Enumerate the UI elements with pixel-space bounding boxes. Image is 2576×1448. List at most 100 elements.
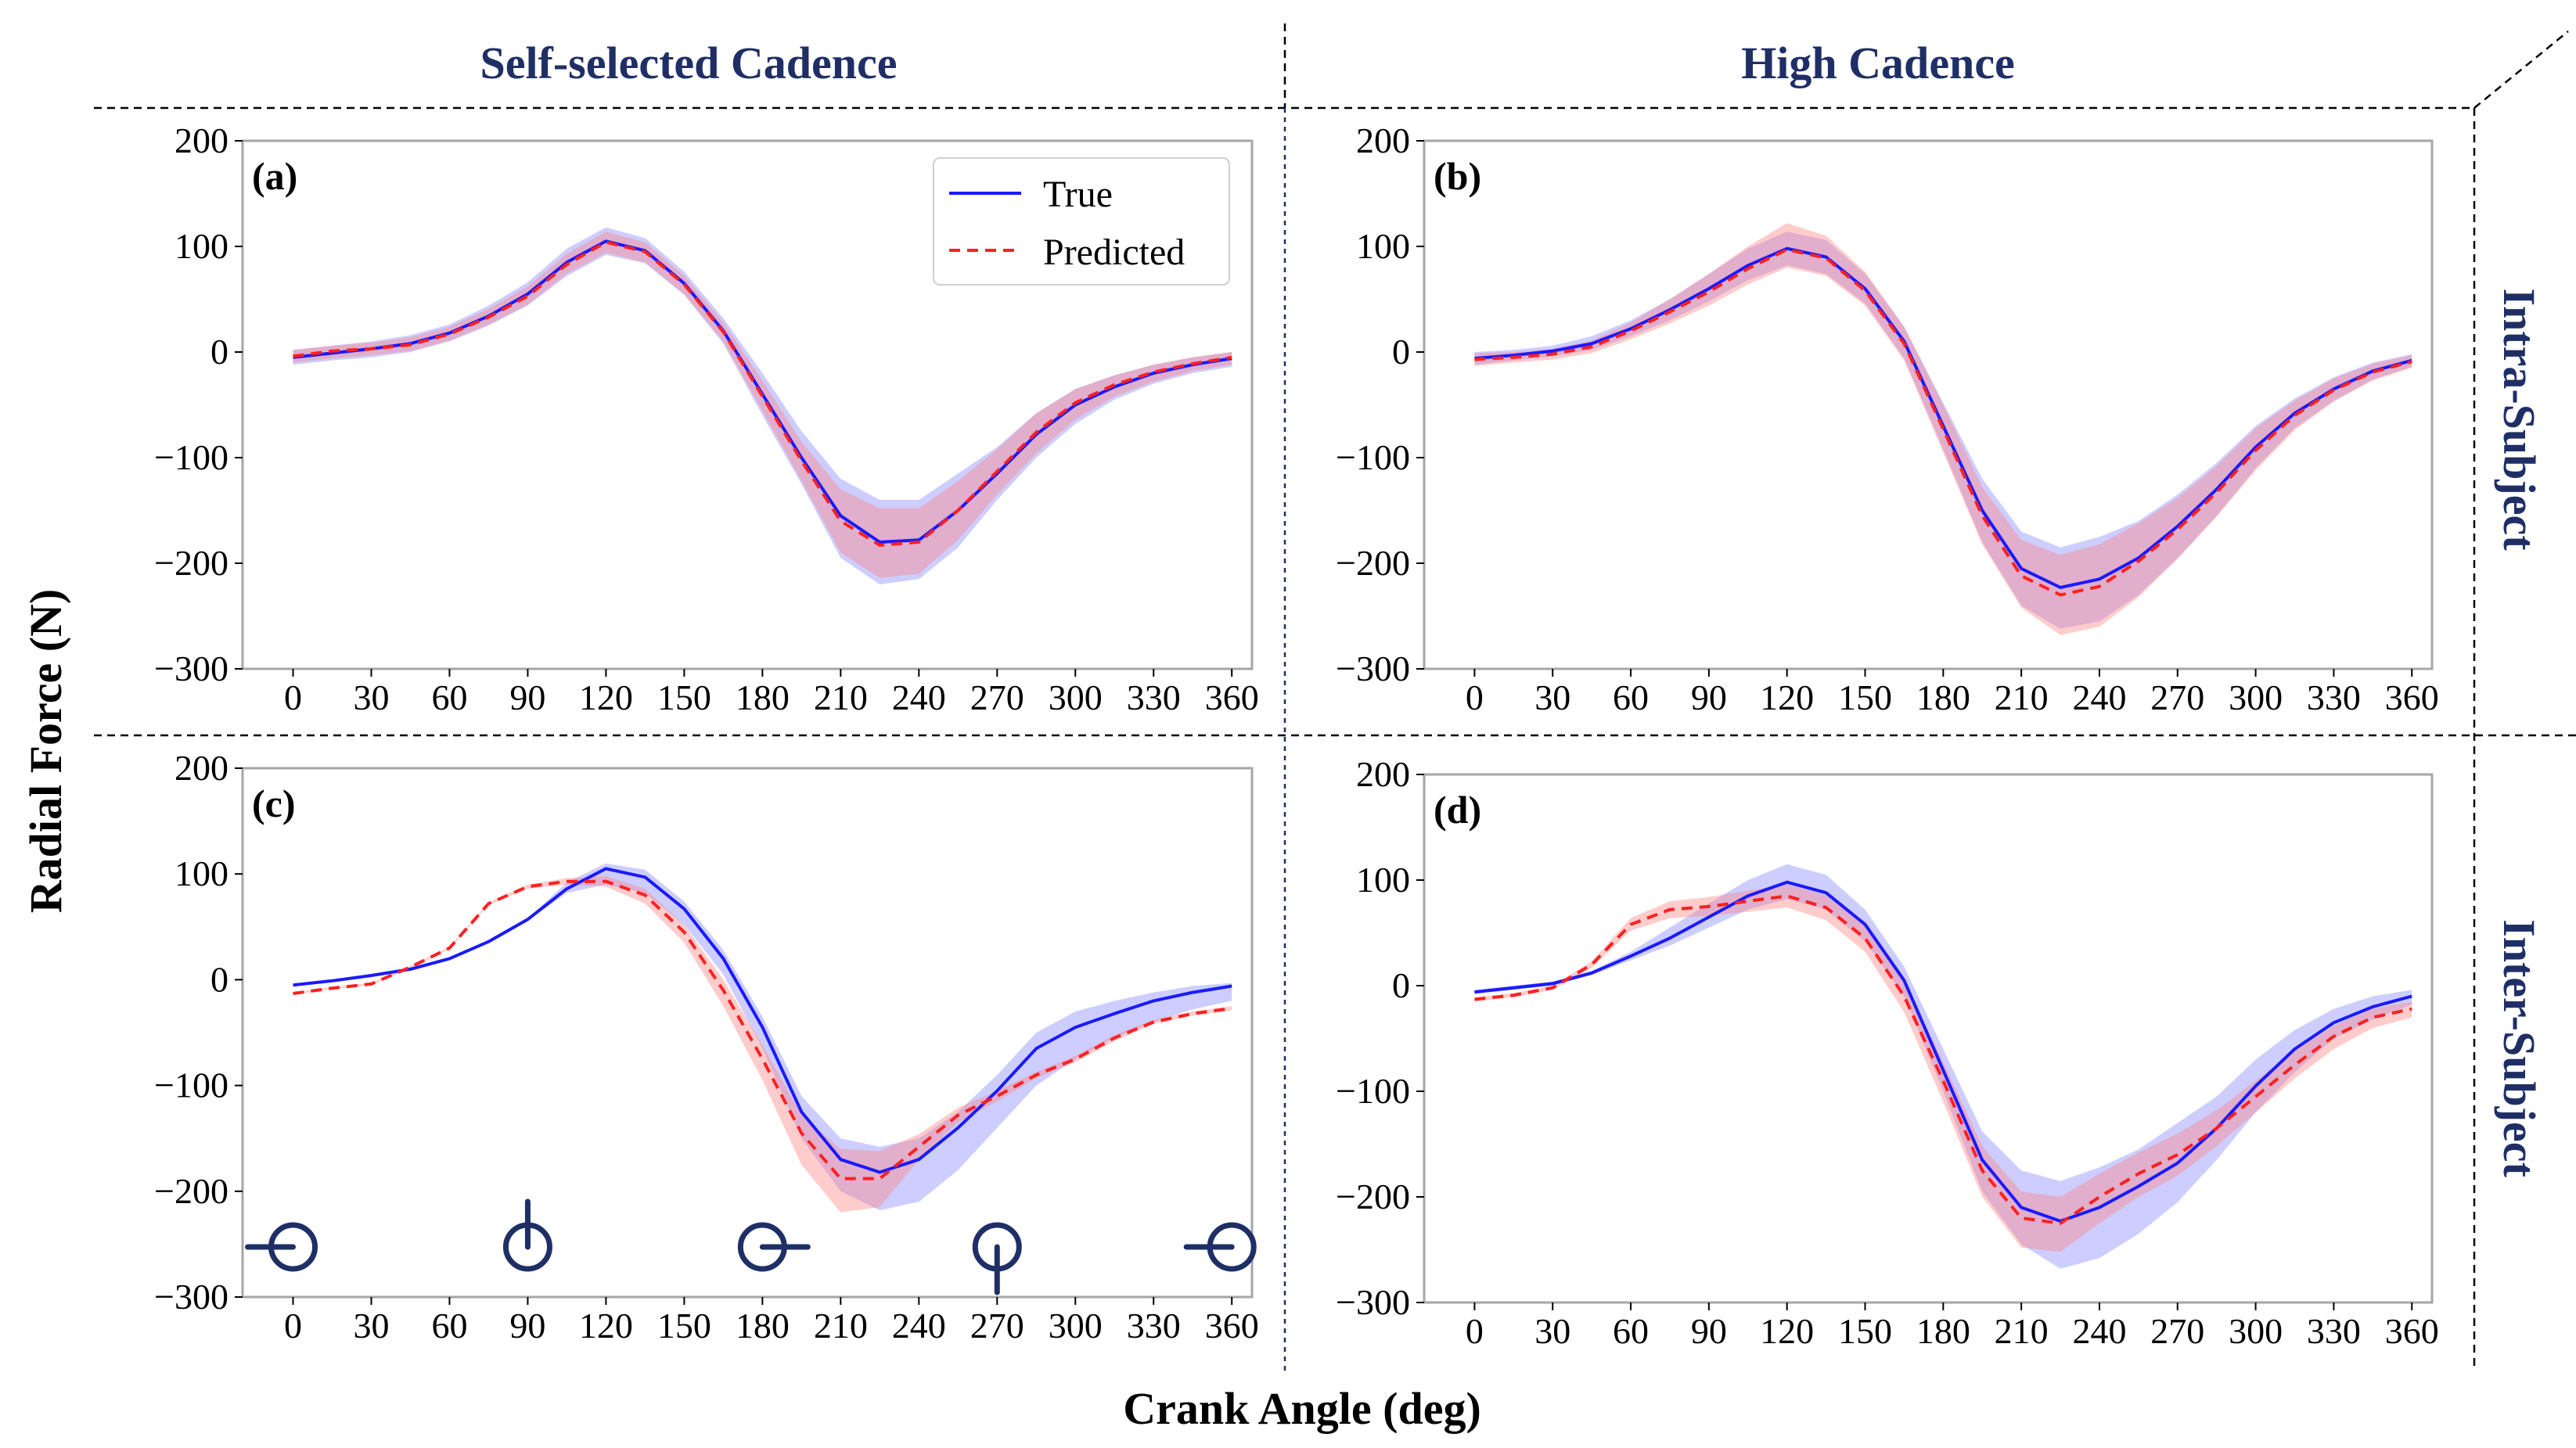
panel-d: 0 30 60 90 120 150 180 210 240 270 300 330 360 200 100… (1336, 754, 2439, 1351)
panel-a: 0 30 60 90 120 150 180 210 240 270 300 330 360 200 100… (154, 120, 1259, 717)
row-header-intra-subject: Intra-Subject (2494, 288, 2545, 551)
x-tick-label: 270 (970, 1306, 1024, 1346)
line-predicted-d (1474, 894, 2412, 1225)
plot-frame-c (241, 767, 1254, 1299)
x-tick-label: 120 (1760, 677, 1814, 717)
x-tick-label: 240 (2072, 677, 2126, 717)
x-tick-label: 120 (579, 677, 633, 717)
x-tick-label: 300 (2229, 1311, 2283, 1351)
x-tick-label: 90 (1691, 677, 1727, 717)
separator-lines (94, 23, 2576, 1371)
x-tick-label: 180 (1916, 677, 1970, 717)
x-tick-label: 210 (1995, 677, 2049, 717)
panel-label-b: (b) (1434, 154, 1481, 198)
y-tick-label: −300 (154, 649, 228, 688)
x-tick-label: 150 (1838, 1311, 1892, 1351)
y-tick-label: 0 (210, 959, 228, 999)
x-tick-label: 240 (892, 677, 946, 717)
y-axis-title: Radial Force (N) (20, 589, 71, 914)
x-tick-label: 60 (1613, 677, 1649, 717)
plot-frame-a (241, 139, 1254, 670)
panel-label-c: (c) (252, 781, 296, 825)
crank-position-360-icon (1183, 1222, 1257, 1272)
x-tick-label: 240 (2072, 1311, 2126, 1351)
y-tick-label: 200 (174, 748, 228, 788)
x-tick-label: 180 (736, 1306, 790, 1346)
column-header-self-selected: Self-selected Cadence (480, 38, 897, 88)
y-tick-label: 0 (1392, 332, 1410, 372)
x-tick-label: 330 (1127, 1306, 1181, 1346)
y-tick-label: 100 (174, 226, 228, 266)
x-tick-label: 90 (509, 1306, 545, 1346)
x-tick-label: 90 (1691, 1311, 1727, 1351)
x-tick-label: 300 (1049, 1306, 1103, 1346)
line-predicted-c (293, 879, 1232, 1180)
y-tick-label: 100 (1356, 860, 1410, 900)
x-tick-label: 30 (1534, 1311, 1570, 1351)
x-tick-label: 0 (1466, 1311, 1484, 1351)
y-tick-label: −200 (154, 543, 228, 583)
x-tick-label: 360 (2385, 1311, 2439, 1351)
x-tick-label: 30 (1534, 677, 1570, 717)
x-tick-label: 270 (2150, 1311, 2204, 1351)
y-tick-label: 200 (1356, 754, 1410, 794)
crank-position-90-icon (502, 1198, 552, 1272)
x-tick-label: 0 (284, 677, 302, 717)
x-tick-label: 60 (1613, 1311, 1649, 1351)
x-tick-label: 150 (657, 677, 711, 717)
x-tick-label: 90 (509, 677, 545, 717)
x-tick-label: 210 (1995, 1311, 2049, 1351)
x-tick-label: 300 (2229, 677, 2283, 717)
x-tick-label: 210 (814, 677, 868, 717)
panel-label-a: (a) (252, 154, 297, 198)
x-tick-label: 30 (353, 1306, 389, 1346)
x-tick-label: 30 (353, 677, 389, 717)
y-tick-label: −200 (154, 1171, 228, 1211)
x-tick-label: 150 (1838, 677, 1892, 717)
line-predicted-b (1474, 248, 2412, 597)
y-tick-label: −100 (154, 437, 228, 477)
x-tick-label: 330 (2307, 677, 2361, 717)
legend-label-predicted: Predicted (1043, 232, 1185, 273)
band-true-b (1474, 232, 2412, 629)
y-tick-label: 200 (174, 120, 228, 160)
panel-b: 0 30 60 90 120 150 180 210 240 270 300 330 360 200 100… (1336, 120, 2439, 717)
x-tick-label: 60 (431, 1306, 467, 1346)
line-true-d (1474, 880, 2412, 1223)
x-axis-title: Crank Angle (deg) (1123, 1383, 1481, 1434)
column-header-high-cadence: High Cadence (1741, 38, 2015, 88)
x-tick-label: 360 (1205, 1306, 1259, 1346)
y-tick-label: 100 (174, 853, 228, 893)
x-tick-label: 330 (2307, 1311, 2361, 1351)
panel-label-d: (d) (1434, 788, 1481, 832)
y-tick-label: 0 (210, 332, 228, 372)
crank-position-270-icon (972, 1222, 1022, 1295)
y-tick-label: −200 (1336, 543, 1410, 583)
y-tick-label: −300 (1336, 649, 1410, 688)
x-tick-label: 210 (814, 1306, 868, 1346)
x-tick-label: 300 (1049, 677, 1103, 717)
x-tick-label: 60 (431, 677, 467, 717)
y-tick-label: −300 (1336, 1282, 1410, 1322)
x-tick-label: 0 (284, 1306, 302, 1346)
x-tick-label: 120 (579, 1306, 633, 1346)
band-true-c (293, 863, 1232, 1211)
legend: True Predicted (933, 157, 1230, 286)
x-tick-label: 330 (1127, 677, 1181, 717)
x-tick-label: 240 (892, 1306, 946, 1346)
x-tick-label: 150 (657, 1306, 711, 1346)
band-predicted-a (293, 232, 1232, 578)
x-tick-label: 180 (736, 677, 790, 717)
y-tick-label: −200 (1336, 1177, 1410, 1216)
y-tick-label: 0 (1392, 965, 1410, 1005)
y-tick-label: −100 (1336, 437, 1410, 477)
crank-position-0-icon (245, 1222, 318, 1272)
x-tick-label: 180 (1916, 1311, 1970, 1351)
y-tick-label: −100 (154, 1065, 228, 1105)
x-tick-label: 120 (1760, 1311, 1814, 1351)
plot-frame-d (1423, 773, 2434, 1304)
plot-frame-b (1423, 139, 2434, 670)
y-tick-label: −100 (1336, 1071, 1410, 1111)
legend-label-true: True (1043, 174, 1113, 215)
